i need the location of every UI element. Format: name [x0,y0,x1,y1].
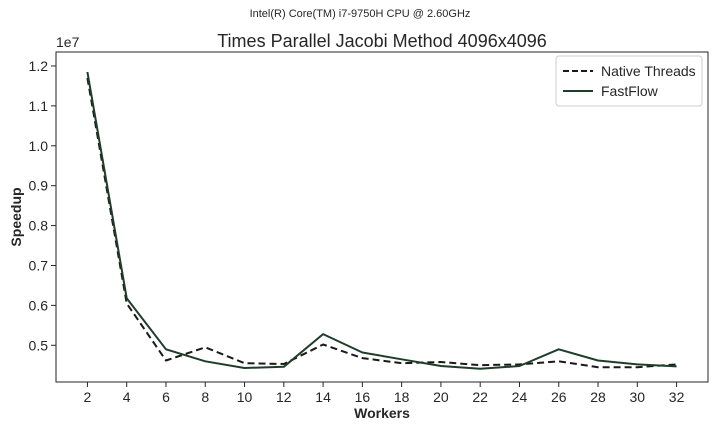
x-tick-label: 10 [237,389,253,405]
chart-suptitle: Intel(R) Core(TM) i7-9750H CPU @ 2.60GHz [250,8,471,20]
y-tick-label: 1.2 [29,58,49,74]
x-tick-label: 30 [630,389,646,405]
y-axis-offset-label: 1e7 [56,34,80,50]
y-axis-label: Speedup [8,187,24,246]
y-axis-ticks: 0.5 0.6 0.7 0.8 0.9 1.0 1.1 1.2 [29,58,56,353]
y-tick-label: 0.8 [29,218,49,234]
y-tick-label: 0.7 [29,257,49,273]
x-tick-label: 20 [433,389,449,405]
plot-area: 2 4 6 8 10 12 14 16 18 20 22 24 26 28 30 32 0.50.60.70.… [29,51,709,405]
legend-frame [555,55,703,107]
x-tick-label: 8 [201,389,209,405]
x-tick-label: 28 [590,389,606,405]
series-line-fastflow [86,71,677,370]
x-tick-label: 16 [355,389,371,405]
x-tick-label: 22 [472,389,488,405]
series-lines [86,71,677,370]
x-tick-label: 24 [512,389,528,405]
x-tick-label: 14 [315,389,331,405]
series-line-native-threads [86,77,677,369]
y-tick-label: 0.6 [29,297,49,313]
x-tick-label: 26 [551,389,567,405]
x-axis-label: Workers [354,405,410,421]
x-tick-label: 18 [394,389,410,405]
x-tick-label: 2 [84,389,92,405]
x-tick-label: 4 [123,389,131,405]
legend-label-native-threads: Native Threads [601,63,696,79]
y-tick-label: 0.9 [29,178,49,194]
x-axis-ticks: 2 4 6 8 10 12 14 16 18 20 22 24 26 28 30 32 [84,382,685,405]
legend-label-fastflow: FastFlow [601,83,659,99]
legend: Native Threads FastFlow [555,55,703,107]
y-tick-label: 0.5 [29,337,49,353]
plot-frame [55,51,709,383]
x-tick-label: 32 [669,389,685,405]
chart-title: Times Parallel Jacobi Method 4096x4096 [217,31,547,51]
x-tick-label: 12 [276,389,292,405]
y-tick-label: 1.0 [29,138,49,154]
x-tick-label: 6 [162,389,170,405]
y-tick-label: 1.1 [29,98,49,114]
